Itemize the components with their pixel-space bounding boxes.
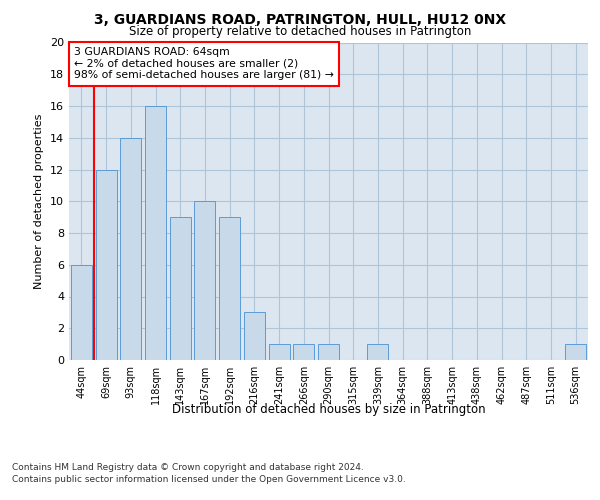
Bar xyxy=(565,344,586,360)
Bar xyxy=(194,201,215,360)
Bar xyxy=(219,217,240,360)
Bar xyxy=(120,138,141,360)
Bar xyxy=(269,344,290,360)
Text: Distribution of detached houses by size in Patrington: Distribution of detached houses by size … xyxy=(172,402,485,415)
Bar xyxy=(318,344,339,360)
Bar xyxy=(145,106,166,360)
Text: Contains HM Land Registry data © Crown copyright and database right 2024.: Contains HM Land Registry data © Crown c… xyxy=(12,462,364,471)
Bar xyxy=(170,217,191,360)
Text: 3 GUARDIANS ROAD: 64sqm
← 2% of detached houses are smaller (2)
98% of semi-deta: 3 GUARDIANS ROAD: 64sqm ← 2% of detached… xyxy=(74,48,334,80)
Text: 3, GUARDIANS ROAD, PATRINGTON, HULL, HU12 0NX: 3, GUARDIANS ROAD, PATRINGTON, HULL, HU1… xyxy=(94,12,506,26)
Bar xyxy=(244,312,265,360)
Bar xyxy=(71,265,92,360)
Y-axis label: Number of detached properties: Number of detached properties xyxy=(34,114,44,289)
Bar xyxy=(95,170,116,360)
Bar xyxy=(293,344,314,360)
Text: Size of property relative to detached houses in Patrington: Size of property relative to detached ho… xyxy=(129,25,471,38)
Text: Contains public sector information licensed under the Open Government Licence v3: Contains public sector information licen… xyxy=(12,475,406,484)
Bar xyxy=(367,344,388,360)
